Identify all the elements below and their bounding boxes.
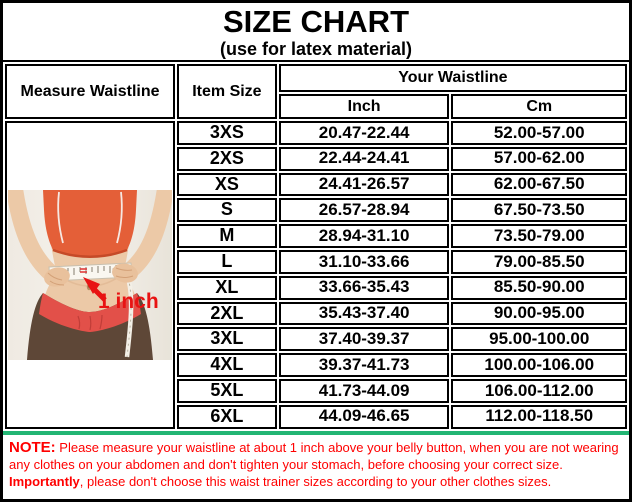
- one-inch-arrow: [92, 287, 107, 302]
- table-row: 2XL 35.43-37.40 90.00-95.00: [5, 301, 627, 326]
- cm-range-cell: 106.00-112.00: [451, 378, 627, 403]
- col-header-inch: Inch: [278, 94, 450, 119]
- cm-range-cell: 90.00-95.00: [451, 301, 627, 326]
- inch-range-cell: 37.40-39.37: [278, 327, 450, 352]
- item-size-cell: S: [177, 198, 277, 223]
- note-emphasis: Importantly: [9, 473, 80, 489]
- table-row: S 26.57-28.94 67.50-73.50: [5, 198, 627, 223]
- table-row: 6XL 44.09-46.65 112.00-118.50: [5, 404, 627, 429]
- size-table: Measure Waistline Item Size Your Waistli…: [3, 62, 629, 431]
- cm-range-cell: 85.50-90.00: [451, 275, 627, 300]
- item-size-cell: 4XL: [177, 353, 277, 377]
- waistband: [39, 292, 141, 332]
- cm-range-cell: 100.00-106.00: [451, 353, 627, 377]
- col-header-item-size: Item Size: [177, 64, 277, 119]
- item-size-cell: XL: [177, 275, 277, 300]
- inch-range-cell: 20.47-22.44: [278, 121, 450, 145]
- cm-range-cell: 95.00-100.00: [451, 327, 627, 352]
- inch-range-cell: 24.41-26.57: [278, 172, 450, 197]
- item-size-cell: M: [177, 224, 277, 248]
- cm-range-cell: 79.00-85.50: [451, 249, 627, 274]
- cm-range-cell: 62.00-67.50: [451, 172, 627, 197]
- note-text: Please measure your waistline at about 1…: [9, 439, 619, 473]
- cm-range-cell: 57.00-62.00: [451, 146, 627, 171]
- item-size-cell: L: [177, 249, 277, 274]
- inch-range-cell: 22.44-24.41: [278, 146, 450, 171]
- table-row: XS 24.41-26.57 62.00-67.50: [5, 172, 627, 197]
- note-label: NOTE:: [9, 438, 56, 456]
- item-size-cell: 5XL: [177, 378, 277, 403]
- table-row: XL 33.66-35.43 85.50-90.00: [5, 275, 627, 300]
- cm-range-cell: 73.50-79.00: [451, 224, 627, 248]
- col-header-cm: Cm: [451, 94, 627, 119]
- cm-range-cell: 67.50-73.50: [451, 198, 627, 223]
- one-inch-label: 1 inch: [98, 290, 159, 313]
- inch-range-cell: 33.66-35.43: [278, 275, 450, 300]
- crop-top: [43, 189, 137, 257]
- item-size-cell: 3XS: [177, 121, 277, 145]
- col-header-measure-waistline: Measure Waistline: [5, 64, 176, 119]
- item-size-cell: XS: [177, 172, 277, 197]
- cm-range-cell: 52.00-57.00: [451, 121, 627, 145]
- page-title: SIZE CHART: [223, 4, 409, 39]
- table-row: 4XL 39.37-41.73 100.00-106.00: [5, 353, 627, 377]
- header-row-2: Inch Cm: [5, 94, 627, 119]
- inch-range-cell: 44.09-46.65: [278, 404, 450, 429]
- title-block: SIZE CHART (use for latex material): [3, 3, 629, 62]
- note-text: , please don't choose this waist trainer…: [79, 473, 552, 489]
- inch-range-cell: 26.57-28.94: [278, 198, 450, 223]
- table-row: 3XL 37.40-39.37 95.00-100.00: [5, 327, 627, 352]
- waist-measure-photo: 13 1 inch: [7, 189, 173, 360]
- table-row: 5XL 41.73-44.09 106.00-112.00: [5, 378, 627, 403]
- table-row: 13 1 inch 3X: [5, 121, 627, 429]
- table-row: 2XS 22.44-24.41 57.00-62.00: [5, 146, 627, 171]
- item-size-cell: 6XL: [177, 404, 277, 429]
- table-row: M 28.94-31.10 73.50-79.00: [5, 224, 627, 248]
- tape-red-mark: [80, 267, 87, 273]
- cm-range-cell: 112.00-118.50: [451, 404, 627, 429]
- inch-range-cell: 41.73-44.09: [278, 378, 450, 403]
- waist-measure-illustration: 13 1 inch: [8, 189, 172, 360]
- inch-range-cell: 28.94-31.10: [278, 224, 450, 248]
- green-divider: [3, 430, 629, 435]
- item-size-cell: 3XL: [177, 327, 277, 352]
- header-row-1: Measure Waistline Item Size Your Waistli…: [5, 64, 627, 119]
- note-box: NOTE: Please measure your waistline at a…: [3, 434, 629, 493]
- item-size-cell: 2XL: [177, 301, 277, 326]
- inch-range-cell: 35.43-37.40: [278, 301, 450, 326]
- inch-range-cell: 39.37-41.73: [278, 353, 450, 377]
- page-subtitle: (use for latex material): [219, 39, 413, 59]
- col-header-your-waistline: Your Waistline: [278, 64, 627, 92]
- item-size-cell: 2XS: [177, 146, 277, 171]
- left-arm: [8, 189, 62, 284]
- right-hand: [112, 263, 138, 283]
- inch-range-cell: 31.10-33.66: [278, 249, 450, 274]
- measure-waistline-photo-cell: 13 1 inch: [5, 121, 176, 429]
- table-row: L 31.10-33.66 79.00-85.50: [5, 249, 627, 274]
